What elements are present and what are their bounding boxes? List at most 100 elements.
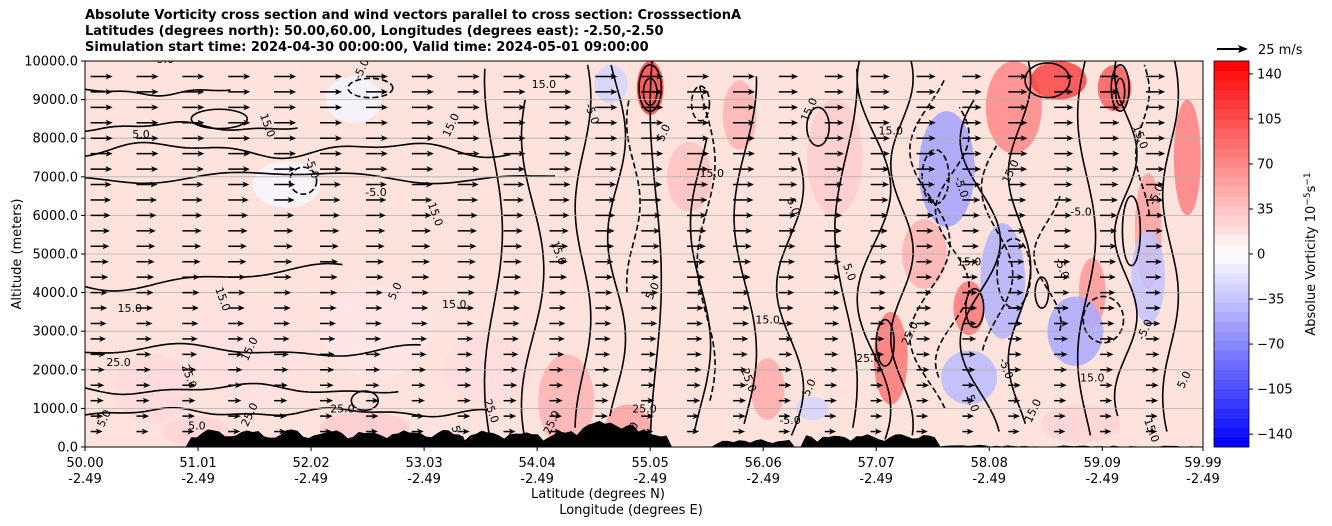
wind-vector-head xyxy=(141,428,149,435)
wind-vector xyxy=(136,88,159,95)
wind-vector xyxy=(916,166,936,173)
wind-vector-head xyxy=(650,320,658,327)
wind-vector xyxy=(870,227,888,234)
wind-vector-head xyxy=(882,166,890,173)
wind-vector xyxy=(457,150,480,157)
contour-label: 15.0 xyxy=(879,124,904,137)
wind-vector-head xyxy=(881,212,889,219)
contour-lines xyxy=(85,61,1180,440)
wind-vector-head xyxy=(791,104,799,111)
x-tick-label-lat: 54.04 xyxy=(519,456,556,471)
wind-vector-head xyxy=(241,196,249,203)
wind-vector xyxy=(1054,196,1073,203)
wind-vector-head xyxy=(790,166,798,173)
wind-vector-head xyxy=(738,428,746,435)
wind-vector-head xyxy=(1110,212,1118,219)
wind-vector xyxy=(1008,243,1025,250)
wind-vector xyxy=(687,366,702,373)
wind-vector-head xyxy=(1015,335,1023,342)
wind-vector xyxy=(182,243,202,250)
colorbar-band xyxy=(1214,311,1249,322)
wind-vector-head xyxy=(240,243,248,250)
wind-vector xyxy=(916,135,936,142)
wind-vector xyxy=(962,88,982,95)
wind-vector-head xyxy=(514,258,522,265)
contour-ring-dashed xyxy=(1082,295,1125,344)
wind-vector-head xyxy=(1015,320,1023,327)
wind-vector-head xyxy=(372,397,380,404)
wind-vector xyxy=(90,150,113,157)
wind-vector-head xyxy=(927,212,935,219)
wind-vector-head xyxy=(373,366,381,373)
wind-vector-head xyxy=(650,305,658,312)
wind-vector-head xyxy=(471,181,479,188)
wind-vector xyxy=(411,181,433,188)
wind-vector-head xyxy=(555,397,563,404)
wind-vector-head xyxy=(373,351,381,358)
wind-vector xyxy=(595,289,613,296)
vorticity-cell xyxy=(1173,99,1201,216)
wind-vector xyxy=(274,119,297,126)
wind-vector xyxy=(457,119,480,126)
wind-vector-head xyxy=(1151,397,1159,404)
wind-vector-head xyxy=(463,397,471,404)
wind-vector-head xyxy=(515,227,523,234)
contour-label: 5.0 xyxy=(784,196,802,217)
contour-ring xyxy=(638,64,663,112)
wind-vector-head xyxy=(882,88,890,95)
wind-vector-head xyxy=(1020,104,1028,111)
wind-vector-head xyxy=(833,258,841,265)
wind-vector xyxy=(1008,258,1025,265)
wind-vector xyxy=(320,397,334,404)
contour-line xyxy=(606,64,627,417)
wind-vector xyxy=(228,335,244,342)
wind-vector xyxy=(962,181,981,188)
wind-vector xyxy=(824,428,836,435)
wind-vector-head xyxy=(791,73,799,80)
contour-ring xyxy=(1024,62,1071,99)
wind-vector-head xyxy=(973,181,981,188)
wind-vector-head xyxy=(922,366,930,373)
wind-vector-head xyxy=(879,258,887,265)
wind-vector xyxy=(182,181,204,188)
wind-vector xyxy=(732,305,750,312)
wind-vector-head xyxy=(105,88,113,95)
wind-vectors xyxy=(90,73,1166,435)
wind-vector-head xyxy=(288,166,296,173)
wind-vector xyxy=(732,212,753,219)
wind-vector xyxy=(228,320,245,327)
wind-vector xyxy=(962,150,982,157)
wind-vector xyxy=(136,289,154,296)
wind-vector-head xyxy=(609,166,617,173)
wind-vector xyxy=(503,289,521,296)
wind-vector-head xyxy=(747,166,755,173)
y-tick-label: 5000.0 xyxy=(33,248,79,263)
wind-vector-head xyxy=(418,382,426,389)
wind-vector-head xyxy=(878,289,886,296)
wind-vector xyxy=(182,73,205,80)
wind-vector-head xyxy=(742,305,750,312)
colorbar-tick-label: 0 xyxy=(1257,248,1265,263)
wind-vector xyxy=(365,243,385,250)
wind-vector xyxy=(778,289,795,296)
wind-vector xyxy=(732,397,747,404)
wind-vector-head xyxy=(147,274,155,281)
wind-vector xyxy=(778,135,799,142)
wind-vector xyxy=(503,351,519,358)
wind-vector xyxy=(824,366,838,373)
wind-vector-head xyxy=(151,135,159,142)
wind-vector xyxy=(687,150,710,157)
wind-vector-head xyxy=(558,320,566,327)
wind-vector-head xyxy=(101,258,109,265)
wind-vector-head xyxy=(194,227,202,234)
wind-vector xyxy=(320,243,339,250)
contour-label: 25.0 xyxy=(856,352,881,365)
wind-vector-head xyxy=(1017,274,1025,281)
wind-vector xyxy=(687,351,702,358)
wind-vector-head xyxy=(790,181,798,188)
wind-vector-head xyxy=(1014,351,1022,358)
wind-vector xyxy=(870,258,887,265)
wind-vector-head xyxy=(971,274,979,281)
wind-vector xyxy=(824,335,839,342)
wind-vector xyxy=(182,212,203,219)
